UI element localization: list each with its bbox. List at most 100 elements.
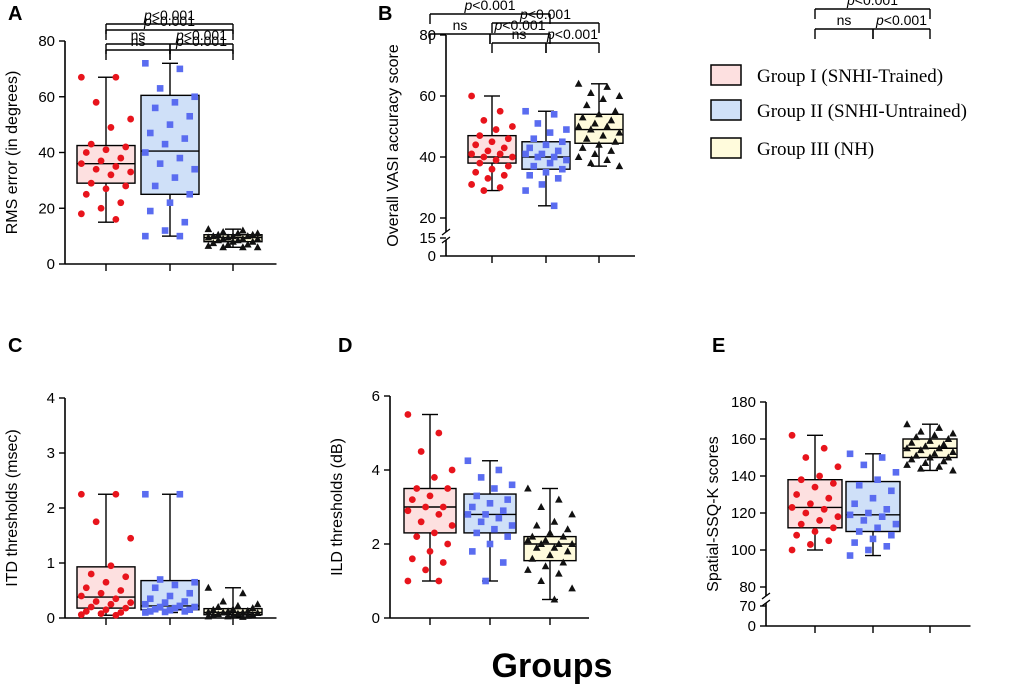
- data-point-group-2: [142, 60, 149, 67]
- data-point-group-2: [504, 533, 511, 540]
- panel-letter: A: [8, 3, 22, 25]
- y-tick-label: 2: [47, 500, 55, 517]
- data-point-group-1: [444, 485, 452, 492]
- y-tick-label: 0: [748, 618, 756, 635]
- significance-label: p<0.001: [875, 12, 927, 28]
- data-point-group-1: [509, 153, 516, 161]
- data-point-group-1: [829, 524, 837, 532]
- data-point-group-1: [404, 577, 412, 585]
- y-tick-label: 2: [372, 536, 380, 553]
- data-point-group-2: [878, 454, 886, 461]
- data-point-group-3: [204, 612, 213, 620]
- data-point-group-1: [127, 534, 135, 542]
- y-tick-label: 160: [731, 431, 756, 448]
- data-point-group-2: [499, 559, 507, 566]
- y-tick-label: 140: [731, 468, 756, 485]
- data-point-group-3: [921, 442, 930, 450]
- data-point-group-1: [82, 608, 90, 615]
- significance-label: p<0.001: [493, 17, 545, 33]
- data-point-group-2: [534, 120, 542, 127]
- data-point-group-2: [161, 140, 169, 148]
- data-point-group-3: [903, 444, 911, 452]
- data-point-group-3: [248, 604, 257, 612]
- data-point-group-3: [903, 460, 911, 468]
- data-point-group-3: [209, 611, 218, 619]
- data-point-group-2: [142, 149, 149, 156]
- legend-label-group-3: Group III (NH): [757, 139, 874, 160]
- data-point-group-1: [788, 431, 796, 439]
- data-point-group-1: [112, 490, 120, 498]
- data-point-group-3: [550, 595, 559, 603]
- data-point-group-1: [476, 159, 484, 167]
- data-point-group-3: [555, 495, 563, 503]
- significance-label: ns: [837, 12, 852, 28]
- data-point-group-2: [546, 159, 554, 167]
- data-point-group-2: [869, 535, 877, 543]
- data-point-group-3: [537, 503, 545, 510]
- data-point-group-3: [528, 554, 537, 562]
- data-point-group-1: [435, 511, 443, 518]
- data-point-group-3: [559, 558, 568, 566]
- data-point-group-2: [508, 481, 516, 489]
- data-point-group-1: [413, 485, 421, 492]
- data-point-group-2: [846, 450, 854, 458]
- data-point-group-1: [807, 541, 814, 548]
- data-point-group-1: [439, 503, 447, 511]
- data-point-group-1: [102, 578, 110, 586]
- data-point-group-3: [204, 233, 213, 241]
- data-point-group-1: [825, 537, 833, 545]
- data-point-group-1: [484, 174, 492, 182]
- y-tick-label: 80: [38, 33, 55, 50]
- y-tick-label: 3: [47, 445, 55, 462]
- data-point-group-1: [107, 171, 115, 179]
- data-point-group-1: [820, 444, 828, 452]
- data-point-group-3: [907, 438, 916, 446]
- y-tick-label: 40: [419, 149, 436, 166]
- significance-label: p<0.001: [143, 7, 195, 23]
- data-point-group-3: [582, 134, 591, 142]
- y-tick-label: 40: [38, 145, 55, 162]
- data-point-group-2: [477, 474, 485, 481]
- data-point-group-2: [186, 606, 194, 614]
- axis-break-mark: [441, 228, 451, 236]
- data-point-group-1: [77, 611, 85, 619]
- data-point-group-2: [151, 584, 159, 592]
- data-point-group-1: [834, 513, 842, 521]
- data-point-group-1: [117, 587, 125, 594]
- data-point-group-3: [949, 447, 957, 455]
- data-point-group-2: [171, 581, 179, 589]
- data-point-group-2: [546, 129, 554, 136]
- data-point-group-1: [404, 507, 412, 515]
- data-point-group-2: [522, 187, 529, 194]
- data-point-group-1: [468, 92, 475, 100]
- data-point-group-3: [537, 577, 545, 584]
- data-point-group-1: [480, 187, 488, 194]
- data-point-group-2: [526, 144, 533, 152]
- data-point-group-1: [87, 140, 95, 148]
- data-point-group-1: [417, 448, 425, 455]
- data-point-group-2: [508, 522, 516, 529]
- data-point-group-2: [892, 469, 900, 476]
- data-point-group-1: [504, 162, 512, 170]
- data-point-group-3: [214, 603, 223, 610]
- data-point-group-1: [112, 73, 120, 81]
- data-point-group-3: [239, 234, 247, 242]
- data-point-group-2: [542, 141, 550, 149]
- y-tick-label: 4: [47, 390, 55, 407]
- y-axis-label: ITD thresholds (msec): [4, 429, 21, 586]
- data-point-group-3: [587, 125, 595, 133]
- legend-swatch-group-1: [710, 64, 742, 86]
- data-point-group-3: [591, 149, 599, 157]
- data-point-group-3: [591, 119, 599, 127]
- data-point-group-3: [243, 240, 252, 248]
- y-tick-label: 80: [419, 27, 436, 44]
- data-point-group-3: [930, 431, 939, 439]
- data-point-group-3: [550, 517, 559, 525]
- data-point-group-2: [860, 461, 868, 469]
- data-point-group-2: [186, 112, 194, 120]
- data-point-group-1: [468, 150, 475, 158]
- data-point-group-2: [550, 202, 558, 210]
- data-point-group-2: [176, 602, 184, 610]
- data-point-group-3: [253, 243, 262, 251]
